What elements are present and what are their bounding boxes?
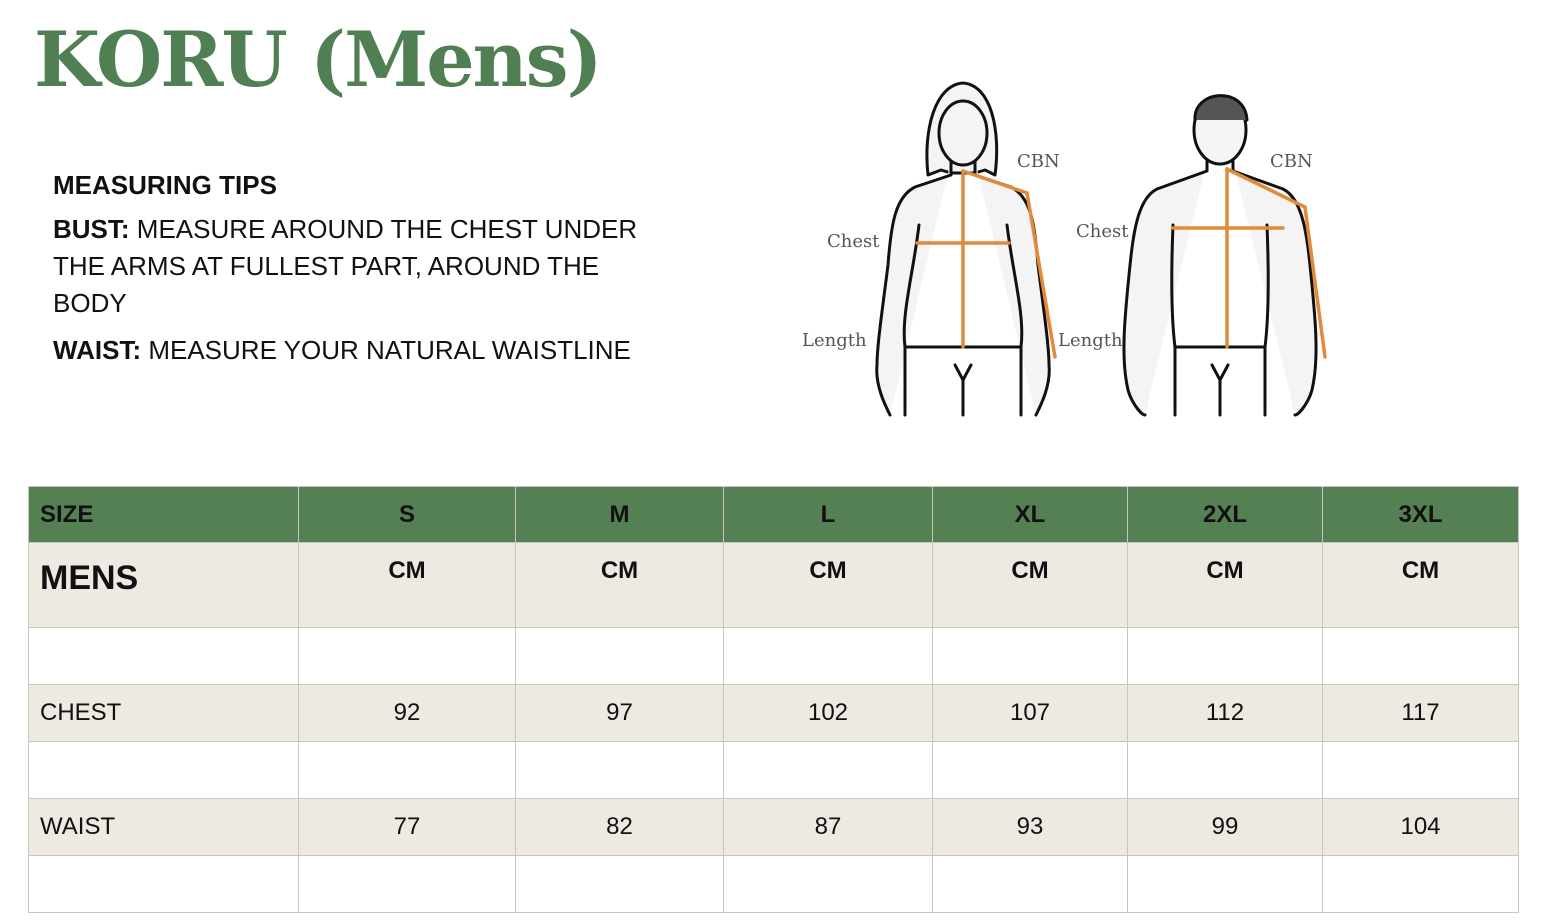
spacer-row	[28, 855, 1519, 913]
female-cbn-line	[961, 169, 1057, 359]
size-header-label: SIZE	[28, 486, 299, 543]
female-cbn-label: CBN	[1017, 151, 1060, 172]
value-cell: 102	[723, 684, 933, 742]
waist-text: MEASURE YOUR NATURAL WAISTLINE	[148, 335, 631, 365]
size-header-cell: 3XL	[1322, 486, 1519, 543]
spacer-row	[28, 627, 1519, 685]
value-cell: 112	[1127, 684, 1323, 742]
waist-tip: WAIST: MEASURE YOUR NATURAL WAISTLINE	[53, 332, 673, 369]
unit-cell: CM	[515, 542, 724, 628]
value-cell: 77	[298, 798, 516, 856]
male-length-label: Length	[1058, 330, 1123, 351]
female-length-label: Length	[802, 330, 867, 351]
male-cbn-label: CBN	[1270, 151, 1313, 172]
spacer-row	[28, 741, 1519, 799]
tips-heading: MEASURING TIPS	[53, 170, 277, 200]
group-label: MENS	[28, 542, 299, 628]
male-chest-label: Chest	[1076, 221, 1129, 242]
value-cell: 93	[932, 798, 1128, 856]
value-cell: 99	[1127, 798, 1323, 856]
male-figure-illustration	[1122, 94, 1318, 417]
bust-label: BUST:	[53, 214, 130, 244]
page-title: KORU (Mens)	[34, 15, 603, 104]
value-cell: 104	[1322, 798, 1519, 856]
size-chart-table: SIZE S M L XL 2XL 3XL MENS CM CM CM CM C…	[28, 486, 1519, 913]
unit-cell: CM	[1322, 542, 1519, 628]
value-cell: 117	[1322, 684, 1519, 742]
value-cell: 92	[298, 684, 516, 742]
table-row-chest: CHEST 92 97 102 107 112 117	[28, 684, 1519, 742]
size-header-cell: M	[515, 486, 724, 543]
male-cbn-line	[1225, 167, 1327, 359]
row-label: WAIST	[28, 798, 299, 856]
value-cell: 82	[515, 798, 724, 856]
unit-row: MENS CM CM CM CM CM CM	[28, 542, 1519, 628]
size-header-cell: XL	[932, 486, 1128, 543]
row-label: CHEST	[28, 684, 299, 742]
unit-cell: CM	[932, 542, 1128, 628]
waist-label: WAIST:	[53, 335, 142, 365]
value-cell: 97	[515, 684, 724, 742]
table-row-waist: WAIST 77 82 87 93 99 104	[28, 798, 1519, 856]
unit-cell: CM	[298, 542, 516, 628]
measurement-diagram: CBN Chest Length CBN Chest Length	[802, 81, 1327, 417]
value-cell: 87	[723, 798, 933, 856]
bust-text: MEASURE AROUND THE CHEST UNDER THE ARMS …	[53, 214, 638, 318]
unit-cell: CM	[723, 542, 933, 628]
size-header-cell: 2XL	[1127, 486, 1323, 543]
size-header-cell: S	[298, 486, 516, 543]
value-cell: 107	[932, 684, 1128, 742]
size-header-row: SIZE S M L XL 2XL 3XL	[28, 486, 1519, 543]
size-header-cell: L	[723, 486, 933, 543]
female-figure-illustration	[875, 81, 1051, 417]
measuring-tips: MEASURING TIPS BUST: MEASURE AROUND THE …	[53, 170, 673, 379]
bust-tip: BUST: MEASURE AROUND THE CHEST UNDER THE…	[53, 211, 673, 322]
unit-cell: CM	[1127, 542, 1323, 628]
female-chest-label: Chest	[827, 231, 880, 252]
